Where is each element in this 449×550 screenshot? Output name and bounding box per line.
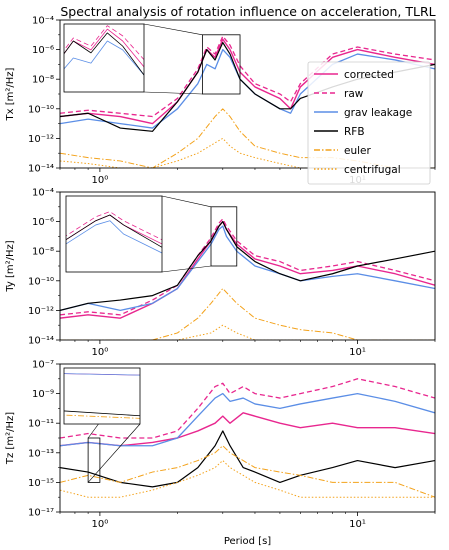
inset-1-series-rfb (64, 32, 144, 76)
figure-title: Spectral analysis of rotation influence … (60, 4, 435, 19)
legend-label: euler (344, 145, 371, 157)
legend: corrected raw grav leakage RFB euler centrifu… (307, 61, 431, 185)
x-tick-label: 10⁰ (92, 519, 109, 530)
x-tick-label: 10⁰ (92, 347, 109, 358)
inset-2-series-rfb (66, 214, 162, 248)
legend-label: corrected (344, 69, 394, 81)
legend-label: RFB (344, 126, 365, 138)
panel-2-series-euler (60, 288, 435, 340)
panel-3-series-rfb (60, 430, 435, 488)
panel-3-series-euler (60, 445, 435, 498)
x-tick-label: 10¹ (349, 347, 366, 358)
legend-frame (307, 61, 431, 185)
inset-frame (63, 367, 141, 425)
inset-2-series-grav-leakage (66, 220, 162, 254)
zoom-indicator-box (201, 34, 241, 95)
panel-1-series-corrected (60, 38, 435, 125)
inset-1-series-corrected (64, 28, 144, 68)
y-tick-label: 10⁻⁸ (32, 247, 54, 258)
y-axis-label: Tx [m²/Hz] (5, 67, 16, 121)
panel-2-series-rfb (60, 221, 435, 311)
zoom-indicator-box (87, 437, 101, 483)
x-axis-label: Period [s] (224, 536, 271, 547)
y-tick-label: 10⁻¹⁷ (28, 508, 54, 519)
y-axis-label: Tz [m²/Hz] (5, 412, 16, 465)
inset-panel-2 (65, 195, 163, 273)
inset-frame (65, 195, 163, 273)
zoom-connector (161, 195, 212, 208)
y-tick-label: 10⁻⁶ (32, 45, 54, 56)
y-tick-label: 10⁻¹³ (28, 448, 54, 459)
inset-1-series-grav-leakage (64, 40, 144, 76)
y-tick-label: 10⁻¹⁴ (28, 164, 54, 175)
y-axis-label: Ty [m²/Hz] (5, 240, 16, 292)
y-tick-label: 10⁻⁶ (32, 217, 54, 228)
y-tick-label: 10⁻⁷ (32, 360, 54, 371)
zoom-connector (87, 423, 141, 483)
chart-panel-2: 10⁰ 10¹ 10⁻¹⁴ 10⁻¹² 10⁻¹⁰ 10⁻⁸ 10⁻⁶ 10⁻⁴ Ty [m²/… (5, 188, 436, 358)
y-tick-label: 10⁻¹² (28, 134, 54, 145)
y-tick-label: 10⁻⁴ (32, 16, 54, 27)
y-tick-label: 10⁻¹⁰ (28, 276, 54, 287)
y-tick-label: 10⁻¹¹ (28, 419, 54, 430)
panels: 10⁰ 10¹ 10⁻¹⁴ 10⁻¹² 10⁻¹⁰ 10⁻⁸ 10⁻⁶ 10⁻⁴ Tx [m²/… (5, 16, 436, 547)
zoom-connector (143, 91, 203, 95)
y-tick-label: 10⁻⁸ (32, 75, 54, 86)
inset-background (66, 196, 162, 272)
y-tick-label: 10⁻¹⁰ (28, 104, 54, 115)
legend-label: centrifugal (344, 164, 401, 176)
y-tick-label: 10⁻¹⁵ (28, 478, 54, 489)
inset-panel-3 (63, 367, 141, 425)
zoom-connector (143, 23, 203, 36)
panel-3-series-corrected (60, 412, 435, 447)
chart-panel-3: 10⁰ 10¹ 10⁻¹⁷ 10⁻¹⁵ 10⁻¹³ 10⁻¹¹ 10⁻⁹ 10⁻⁷ Tz [m²… (5, 360, 436, 547)
y-tick-label: 10⁻⁴ (32, 188, 54, 199)
x-tick-label: 10⁰ (92, 175, 109, 186)
panel-2-series-grav-leakage (60, 225, 435, 312)
inset-1-series-raw (64, 25, 144, 61)
panel-3-series-centrifugal (60, 460, 435, 498)
y-tick-label: 10⁻¹⁴ (28, 336, 54, 347)
panel-1-series-raw (60, 35, 435, 118)
panel-2-series-raw (60, 218, 435, 316)
legend-label: raw (344, 88, 364, 100)
y-tick-label: 10⁻⁹ (32, 389, 54, 400)
inset-frame (63, 23, 145, 93)
x-tick-label: 10¹ (349, 519, 366, 530)
panel-3-series-grav-leakage (60, 392, 435, 447)
y-tick-label: 10⁻¹² (28, 306, 54, 317)
inset-panel-1 (63, 23, 145, 93)
zoom-connector (161, 265, 212, 273)
zoom-indicator-box (210, 206, 238, 267)
panel-3-series-raw (60, 378, 435, 439)
inset-background (64, 24, 144, 92)
legend-label: grav leakage (344, 107, 412, 119)
